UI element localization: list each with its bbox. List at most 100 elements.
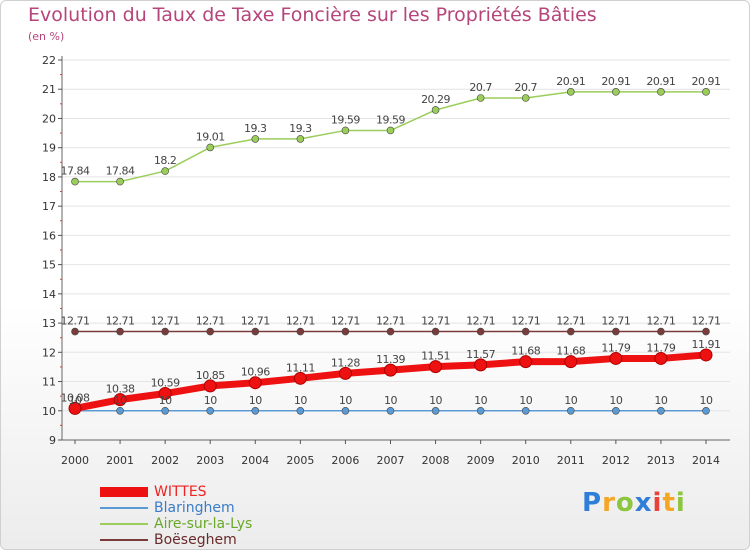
logo-letter: P [582, 488, 603, 518]
data-label: 11.11 [286, 361, 315, 374]
logo-letter: r [602, 488, 616, 518]
data-point [161, 167, 169, 175]
data-point [566, 327, 575, 336]
legend-item-blaringhem: Blaringhem [100, 500, 252, 516]
y-tick-label: 13 [42, 317, 56, 330]
data-label: 20.91 [556, 75, 585, 88]
y-tick-label: 22 [42, 54, 56, 67]
data-label: 11.68 [511, 345, 540, 358]
data-point [113, 393, 127, 407]
data-point [296, 327, 305, 336]
data-label: 10.85 [196, 369, 225, 382]
y-tick-label: 14 [42, 288, 56, 301]
data-point [431, 406, 440, 415]
data-label: 20.7 [469, 81, 492, 94]
data-label: 20.7 [514, 81, 537, 94]
x-tick-label: 2010 [512, 454, 540, 467]
data-label: 10 [609, 394, 622, 407]
y-tick-label: 15 [42, 259, 56, 272]
data-point [702, 327, 710, 336]
data-point [158, 387, 172, 401]
y-tick-label: 18 [42, 171, 56, 184]
data-point [476, 327, 485, 336]
data-point [251, 406, 260, 415]
data-label: 12.71 [511, 315, 540, 328]
x-tick-label: 2000 [61, 454, 89, 467]
data-label: 10 [519, 394, 532, 407]
legend-label-blaringhem: Blaringhem [154, 500, 235, 516]
data-label: 11.91 [692, 338, 721, 351]
data-point [431, 327, 440, 336]
x-tick-label: 2005 [286, 454, 314, 467]
legend-label-wittes: WITTES [154, 484, 207, 500]
legend-swatch-boeseghem [100, 539, 148, 541]
data-point [251, 327, 260, 336]
data-label: 12.71 [331, 315, 360, 328]
data-label: 19.01 [196, 130, 225, 143]
x-tick-label: 2014 [692, 454, 720, 467]
data-label: 10 [114, 394, 127, 407]
data-label: 12.71 [286, 315, 315, 328]
data-point [386, 406, 395, 415]
y-tick-label: 12 [42, 346, 56, 359]
data-label: 10 [69, 394, 82, 407]
data-label: 10 [249, 394, 262, 407]
data-point [341, 406, 350, 415]
y-tick-label: 11 [42, 376, 56, 389]
data-point [657, 327, 665, 336]
data-point [116, 406, 124, 415]
data-label: 12.71 [61, 315, 90, 328]
data-label: 12.71 [106, 315, 135, 328]
data-label: 20.91 [646, 75, 675, 88]
logo-letter: x [634, 488, 653, 518]
data-point [116, 327, 124, 336]
data-point [657, 406, 665, 415]
data-point [293, 371, 307, 385]
data-point [206, 406, 215, 415]
data-label: 20.91 [601, 75, 630, 88]
data-point [702, 88, 710, 96]
y-tick-label: 21 [42, 83, 56, 96]
data-label: 12.71 [601, 315, 630, 328]
legend: WITTES Blaringhem Aire-sur-la-Lys Boëseg… [100, 484, 252, 548]
data-label: 12.71 [556, 315, 585, 328]
y-tick-label: 10 [42, 405, 56, 418]
data-point [476, 94, 485, 102]
data-point [521, 327, 530, 336]
x-tick-label: 2001 [106, 454, 134, 467]
data-label: 10 [654, 394, 667, 407]
y-tick-label: 19 [42, 142, 56, 155]
data-point [521, 94, 530, 102]
x-tick-label: 2008 [422, 454, 450, 467]
x-tick-label: 2003 [196, 454, 224, 467]
data-point [566, 88, 575, 96]
data-point [384, 363, 397, 377]
data-point [521, 406, 530, 415]
data-point [341, 327, 350, 336]
legend-item-wittes: WITTES [100, 484, 252, 500]
data-point [654, 351, 668, 365]
data-label: 17.84 [106, 165, 135, 178]
data-label: 19.3 [289, 122, 312, 135]
data-point [612, 88, 620, 96]
data-label: 10.59 [151, 377, 180, 390]
data-label: 12.71 [646, 315, 675, 328]
data-point [519, 355, 533, 369]
data-label: 12.71 [421, 315, 450, 328]
data-label: 10 [564, 394, 577, 407]
data-point [296, 135, 305, 143]
legend-item-boeseghem: Boëseghem [100, 532, 252, 548]
x-tick-label: 2002 [151, 454, 179, 467]
data-label: 11.39 [376, 353, 405, 366]
y-tick-label: 17 [42, 200, 56, 213]
data-point [699, 348, 713, 362]
data-point [161, 327, 169, 336]
x-tick-label: 2004 [241, 454, 269, 467]
data-point [566, 406, 575, 415]
data-point [116, 177, 124, 186]
data-point [386, 126, 395, 135]
x-tick-label: 2011 [557, 454, 585, 467]
data-label: 12.71 [692, 315, 721, 328]
legend-label-aire-sur-la-lys: Aire-sur-la-Lys [154, 516, 253, 532]
data-label: 20.29 [421, 93, 450, 106]
